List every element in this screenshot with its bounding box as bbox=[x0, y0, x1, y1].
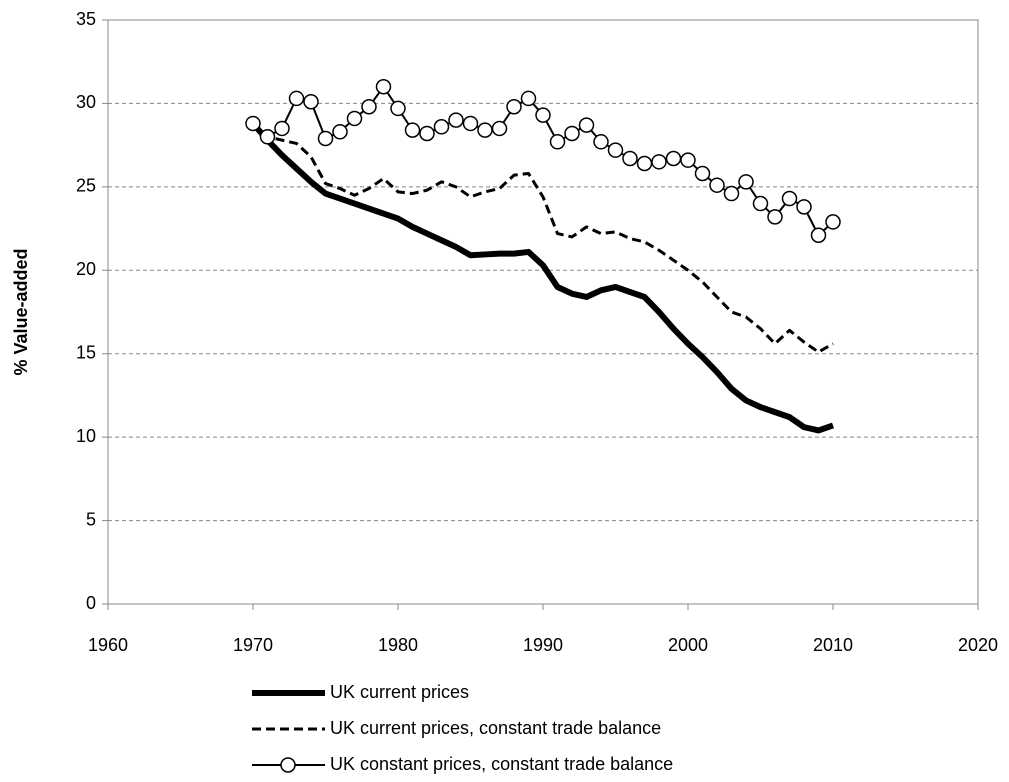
series-marker bbox=[303, 94, 319, 110]
series-marker bbox=[578, 117, 595, 133]
x-tick-label: 1990 bbox=[523, 635, 563, 655]
y-tick-label: 30 bbox=[76, 92, 96, 112]
series-marker bbox=[520, 90, 537, 107]
series-marker bbox=[477, 122, 493, 138]
y-tick-label: 15 bbox=[76, 342, 96, 362]
series-marker bbox=[607, 142, 624, 158]
series-line bbox=[250, 121, 834, 434]
legend-label: UK current prices bbox=[330, 682, 469, 702]
legend-marker bbox=[280, 757, 296, 773]
legend-label: UK constant prices, constant trade balan… bbox=[330, 754, 673, 774]
series-marker bbox=[491, 120, 508, 137]
series-marker bbox=[245, 115, 261, 132]
x-tick-label: 1970 bbox=[233, 635, 273, 655]
series-marker bbox=[317, 130, 334, 147]
series-marker bbox=[665, 150, 682, 167]
series-marker bbox=[593, 134, 609, 150]
x-tick-label: 2000 bbox=[668, 635, 708, 655]
series-marker bbox=[361, 99, 377, 115]
y-tick-label: 10 bbox=[76, 426, 96, 446]
y-tick-label: 5 bbox=[86, 509, 96, 529]
series-line bbox=[251, 122, 834, 354]
series-marker bbox=[332, 124, 348, 140]
x-tick-label: 2020 bbox=[958, 635, 998, 655]
series-marker bbox=[462, 115, 479, 132]
y-axis-label: % Value-added bbox=[11, 248, 31, 375]
x-tick-label: 2010 bbox=[813, 635, 853, 655]
y-tick-label: 0 bbox=[86, 593, 96, 613]
series-marker bbox=[825, 214, 841, 230]
series-marker bbox=[723, 185, 740, 202]
series-marker bbox=[535, 107, 551, 123]
series-marker bbox=[375, 78, 392, 95]
series-marker bbox=[752, 195, 769, 212]
series-marker bbox=[419, 125, 435, 142]
x-tick-label: 1980 bbox=[378, 635, 418, 655]
series-marker bbox=[564, 125, 580, 142]
series-marker bbox=[259, 129, 276, 145]
series-marker bbox=[651, 154, 667, 170]
series-marker bbox=[288, 90, 305, 107]
series-marker bbox=[694, 165, 711, 182]
series-marker bbox=[404, 122, 421, 138]
series-marker bbox=[636, 155, 653, 172]
y-tick-label: 25 bbox=[76, 176, 96, 196]
y-tick-label: 20 bbox=[76, 259, 96, 279]
series-marker bbox=[738, 174, 754, 190]
series-marker bbox=[781, 190, 798, 207]
series-marker bbox=[796, 199, 812, 215]
series-marker bbox=[433, 119, 450, 135]
series-marker bbox=[810, 227, 827, 243]
x-tick-label: 1960 bbox=[88, 635, 128, 655]
series-marker bbox=[506, 99, 522, 115]
series-marker bbox=[549, 134, 566, 150]
series-marker bbox=[767, 209, 783, 225]
legend-label: UK current prices, constant trade balanc… bbox=[330, 718, 661, 738]
series-marker bbox=[346, 110, 363, 127]
series-marker bbox=[274, 120, 290, 137]
y-tick-label: 35 bbox=[76, 9, 96, 29]
series-marker bbox=[680, 152, 696, 168]
series-marker bbox=[448, 112, 464, 128]
series-marker bbox=[709, 177, 725, 193]
series-marker bbox=[390, 100, 406, 117]
series-marker bbox=[622, 150, 638, 167]
